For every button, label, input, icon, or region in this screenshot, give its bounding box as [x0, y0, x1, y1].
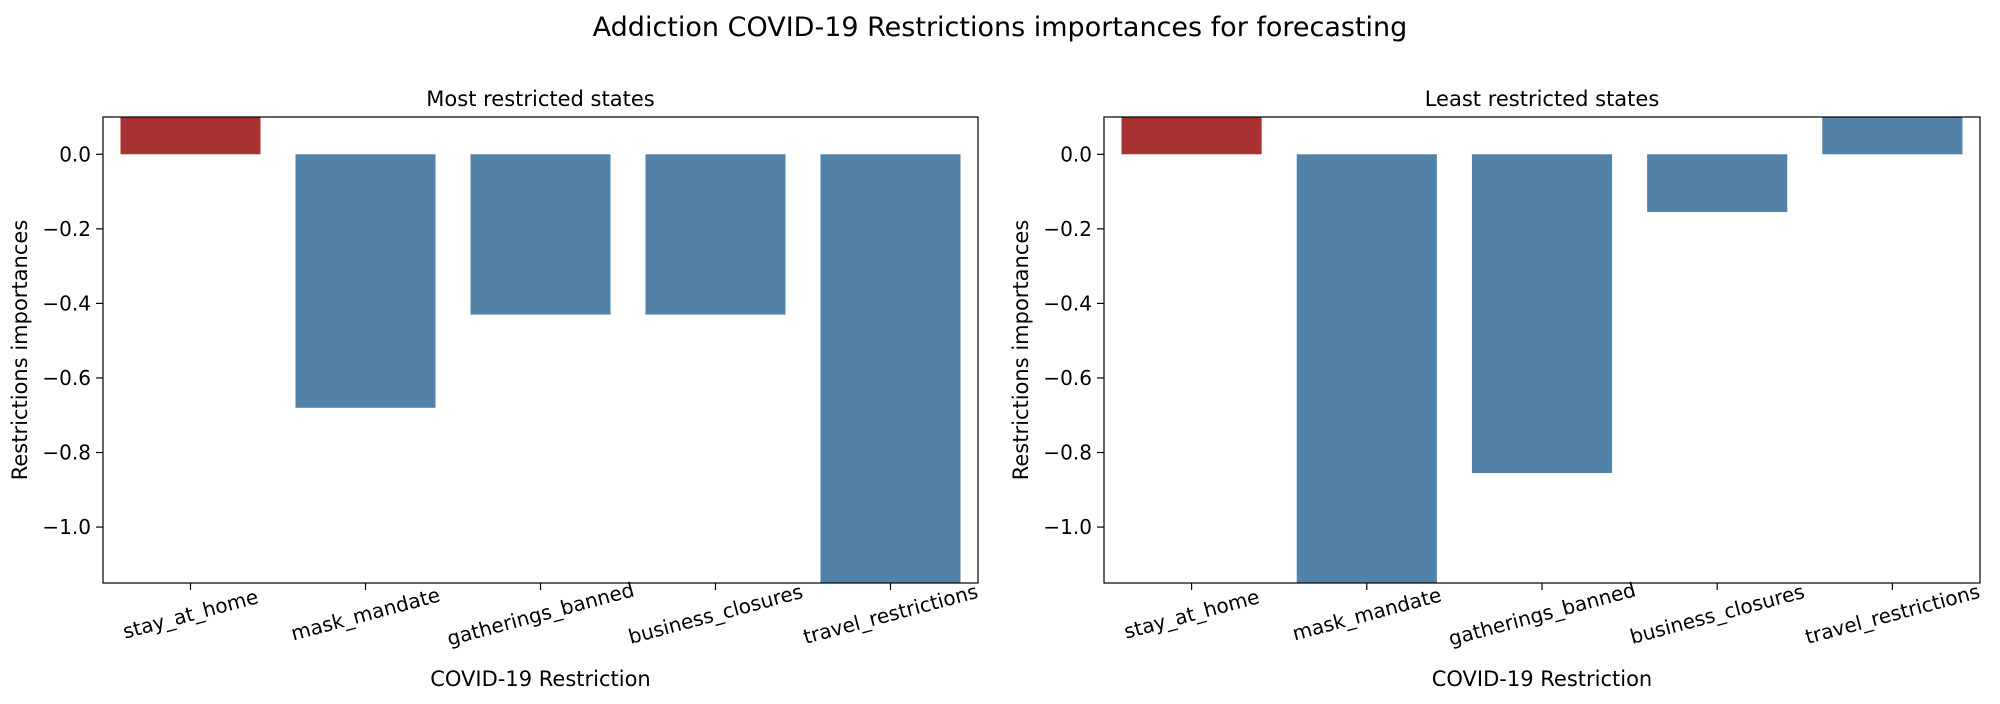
bar-mask-mandate	[295, 154, 436, 408]
x-tick-label: mask_mandate	[288, 583, 442, 646]
x-tick-label: mask_mandate	[1290, 583, 1444, 646]
x-axis-label: COVID-19 Restriction	[430, 667, 651, 691]
y-tick-label: −0.4	[1043, 291, 1092, 315]
y-tick-label: −0.6	[1043, 366, 1092, 390]
bar-stay-at-home	[120, 117, 261, 155]
x-axis-label: COVID-19 Restriction	[1432, 667, 1653, 691]
y-tick-label: 0.0	[59, 142, 91, 166]
x-tick-label: stay_at_home	[120, 584, 261, 643]
x-tick-label: stay_at_home	[1121, 584, 1262, 643]
chart-panel-least-restricted: Least restricted states 0.0 −0.2 −0.4 −0.6 −0…	[1009, 87, 1982, 691]
bar-travel-restrictions	[1822, 117, 1963, 155]
bar-business-closures	[645, 154, 786, 315]
y-axis-label: Restrictions importances	[1009, 220, 1033, 481]
y-tick-label: −0.4	[42, 291, 91, 315]
panel-title: Least restricted states	[1425, 87, 1660, 111]
bars	[120, 117, 961, 583]
chart-panel-most-restricted: Most restricted states 0.0 −0.2 −0.4 −0.6 −0.…	[8, 87, 980, 691]
bar-gatherings-banned	[470, 154, 611, 315]
figure-title: Addiction COVID-19 Restrictions importan…	[593, 12, 1408, 43]
bar-gatherings-banned	[1471, 154, 1613, 474]
bar-stay-at-home	[1121, 117, 1262, 155]
bar-travel-restrictions	[820, 154, 961, 583]
panel-title: Most restricted states	[426, 87, 654, 111]
y-axis-label: Restrictions importances	[8, 220, 32, 481]
bar-business-closures	[1647, 154, 1788, 213]
y-tick-label: −0.2	[1043, 217, 1092, 241]
y-tick-label: 0.0	[1060, 142, 1092, 166]
y-tick-label: −0.2	[42, 217, 91, 241]
y-tick-label: −0.8	[42, 441, 91, 465]
y-tick-label: −1.0	[42, 515, 91, 539]
bar-mask-mandate	[1296, 154, 1437, 583]
bars	[1121, 117, 1963, 583]
y-tick-label: −0.8	[1043, 441, 1092, 465]
y-tick-label: −1.0	[1043, 515, 1092, 539]
y-tick-label: −0.6	[42, 366, 91, 390]
